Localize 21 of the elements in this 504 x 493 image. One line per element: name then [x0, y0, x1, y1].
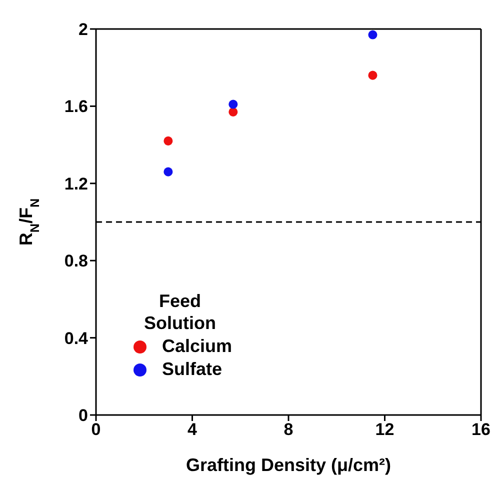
x-tick-label: 8	[284, 420, 294, 440]
point	[164, 136, 173, 146]
y-tick-label: 0.8	[64, 252, 88, 271]
point	[368, 30, 378, 40]
legend-title: Feed Solution	[143, 290, 217, 334]
point	[228, 107, 238, 116]
y-tick-label: 0.4	[64, 328, 89, 348]
x-tick-label: 0	[91, 420, 101, 440]
y-tick-label: 0	[78, 406, 88, 426]
y-tick-label: 1.2	[64, 174, 88, 194]
x-axis-title: Grafting Density (μ/cm²)	[186, 455, 392, 475]
y-tick-label: 1.6	[64, 97, 88, 116]
x-tick-label: 16	[472, 420, 490, 440]
point	[228, 100, 238, 109]
point	[368, 70, 378, 80]
legend-label: Calcium	[162, 336, 232, 357]
x-tick-label: 4	[188, 420, 198, 440]
x-tick-label: 12	[375, 420, 394, 440]
point	[164, 167, 173, 176]
y-tick-label: 2	[78, 20, 88, 40]
legend-label: Sulfate	[162, 359, 222, 380]
